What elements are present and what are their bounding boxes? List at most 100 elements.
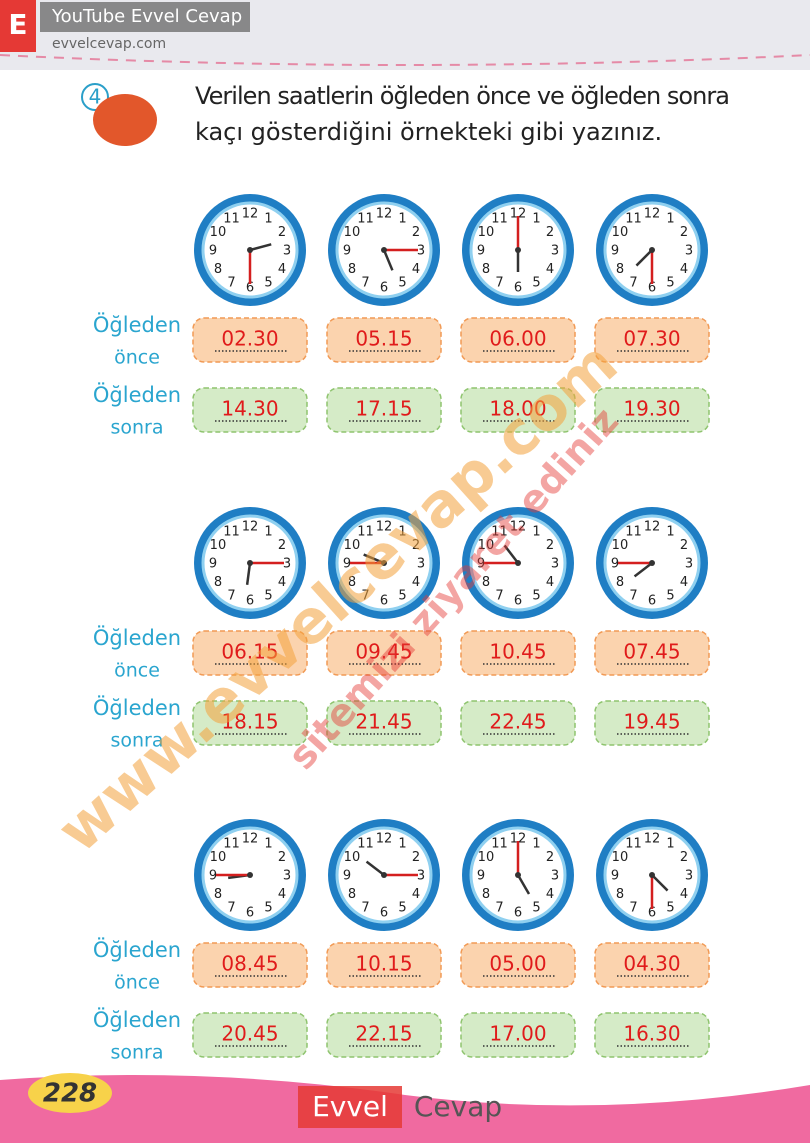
clock-pin xyxy=(381,872,387,878)
clock-pin xyxy=(515,872,521,878)
clock-number: 1 xyxy=(398,211,406,226)
bottom-wave xyxy=(0,1075,810,1143)
clock-number: 6 xyxy=(380,906,388,921)
answer: 06.00 xyxy=(489,327,546,351)
clock-number: 12 xyxy=(644,207,661,222)
clock-number: 2 xyxy=(412,538,420,553)
clock-number: 1 xyxy=(532,211,540,226)
row-label: sonra xyxy=(110,730,163,752)
clock-number: 7 xyxy=(361,276,369,291)
answer: 16.30 xyxy=(623,1022,680,1046)
channel: YouTube Evvel Cevap xyxy=(51,6,242,27)
clock-number: 11 xyxy=(223,524,240,539)
clock-number: 4 xyxy=(546,575,554,590)
row-label: sonra xyxy=(110,1042,163,1064)
clock-number: 10 xyxy=(344,538,361,553)
clock-number: 8 xyxy=(482,575,490,590)
clock-number: 5 xyxy=(264,589,272,604)
hour-hand xyxy=(635,249,653,267)
clock-number: 8 xyxy=(482,262,490,277)
clock-number: 5 xyxy=(264,901,272,916)
clock-pin xyxy=(247,872,253,878)
clock-number: 1 xyxy=(398,524,406,539)
clock-number: 9 xyxy=(343,869,351,884)
clock-number: 4 xyxy=(412,262,420,277)
brand-box xyxy=(298,1086,402,1128)
clock-number: 5 xyxy=(532,276,540,291)
clock-number: 10 xyxy=(344,850,361,865)
hour-hand xyxy=(365,860,385,876)
clock-number: 12 xyxy=(242,832,259,847)
clock-number: 10 xyxy=(612,225,629,240)
answer: 17.15 xyxy=(355,397,412,421)
clock-number: 11 xyxy=(357,836,374,851)
clock-number: 5 xyxy=(666,276,674,291)
clock-number: 8 xyxy=(348,575,356,590)
channel-box xyxy=(40,2,250,32)
clock-number: 7 xyxy=(629,589,637,604)
answer: 22.15 xyxy=(355,1022,412,1046)
clock-number: 12 xyxy=(242,207,259,222)
answer: 10.45 xyxy=(489,640,546,664)
clock-number: 1 xyxy=(666,836,674,851)
answer: 19.45 xyxy=(623,710,680,734)
clock-number: 6 xyxy=(246,594,254,609)
clock-number: 9 xyxy=(209,557,217,572)
clock-number: 9 xyxy=(477,244,485,259)
clock-number: 7 xyxy=(227,901,235,916)
clock-number: 6 xyxy=(514,594,522,609)
clock-number: 3 xyxy=(417,869,425,884)
clock-number: 10 xyxy=(210,538,227,553)
badge-box xyxy=(0,0,36,52)
clock-number: 6 xyxy=(380,594,388,609)
clock-number: 11 xyxy=(625,524,642,539)
clock-number: 5 xyxy=(532,589,540,604)
answer: 14.30 xyxy=(221,397,278,421)
answer: 18.15 xyxy=(221,710,278,734)
clock-number: 3 xyxy=(551,869,559,884)
clock-number: 1 xyxy=(264,211,272,226)
clock-number: 5 xyxy=(666,589,674,604)
clock-number: 5 xyxy=(398,589,406,604)
hour-hand xyxy=(651,874,669,892)
answer: 06.15 xyxy=(221,640,278,664)
clock-number: 2 xyxy=(412,225,420,240)
clock-number: 4 xyxy=(278,575,286,590)
clock-number: 9 xyxy=(477,869,485,884)
clock-number: 6 xyxy=(514,281,522,296)
clock-number: 12 xyxy=(644,520,661,535)
clock-number: 10 xyxy=(478,225,495,240)
clock-number: 7 xyxy=(361,901,369,916)
clock-number: 3 xyxy=(685,869,693,884)
clock-pin xyxy=(515,247,521,253)
clock-number: 5 xyxy=(398,901,406,916)
answer: 05.00 xyxy=(489,952,546,976)
badge: E xyxy=(8,8,27,41)
clock-number: 1 xyxy=(264,836,272,851)
clock-number: 6 xyxy=(246,906,254,921)
hour-hand xyxy=(516,874,531,895)
clock-number: 4 xyxy=(412,887,420,902)
answer: 17.00 xyxy=(489,1022,546,1046)
clock-number: 1 xyxy=(398,836,406,851)
clock-number: 4 xyxy=(546,887,554,902)
top-dash xyxy=(0,54,810,66)
row-label: Öğleden xyxy=(93,695,181,720)
clock-number: 2 xyxy=(546,538,554,553)
clock-number: 9 xyxy=(611,869,619,884)
clock-number: 2 xyxy=(546,225,554,240)
site: evvelcevap.com xyxy=(52,36,166,52)
clock-number: 11 xyxy=(491,211,508,226)
clock-number: 12 xyxy=(376,832,393,847)
clock-number: 5 xyxy=(666,901,674,916)
clock-number: 9 xyxy=(611,557,619,572)
clock-number: 2 xyxy=(680,850,688,865)
clock-number: 8 xyxy=(616,575,624,590)
clock-number: 4 xyxy=(680,887,688,902)
clock-number: 3 xyxy=(685,557,693,572)
clock-number: 1 xyxy=(532,836,540,851)
clock-number: 10 xyxy=(612,850,629,865)
answer: 19.30 xyxy=(623,397,680,421)
clock-number: 11 xyxy=(625,211,642,226)
clock-number: 6 xyxy=(380,281,388,296)
